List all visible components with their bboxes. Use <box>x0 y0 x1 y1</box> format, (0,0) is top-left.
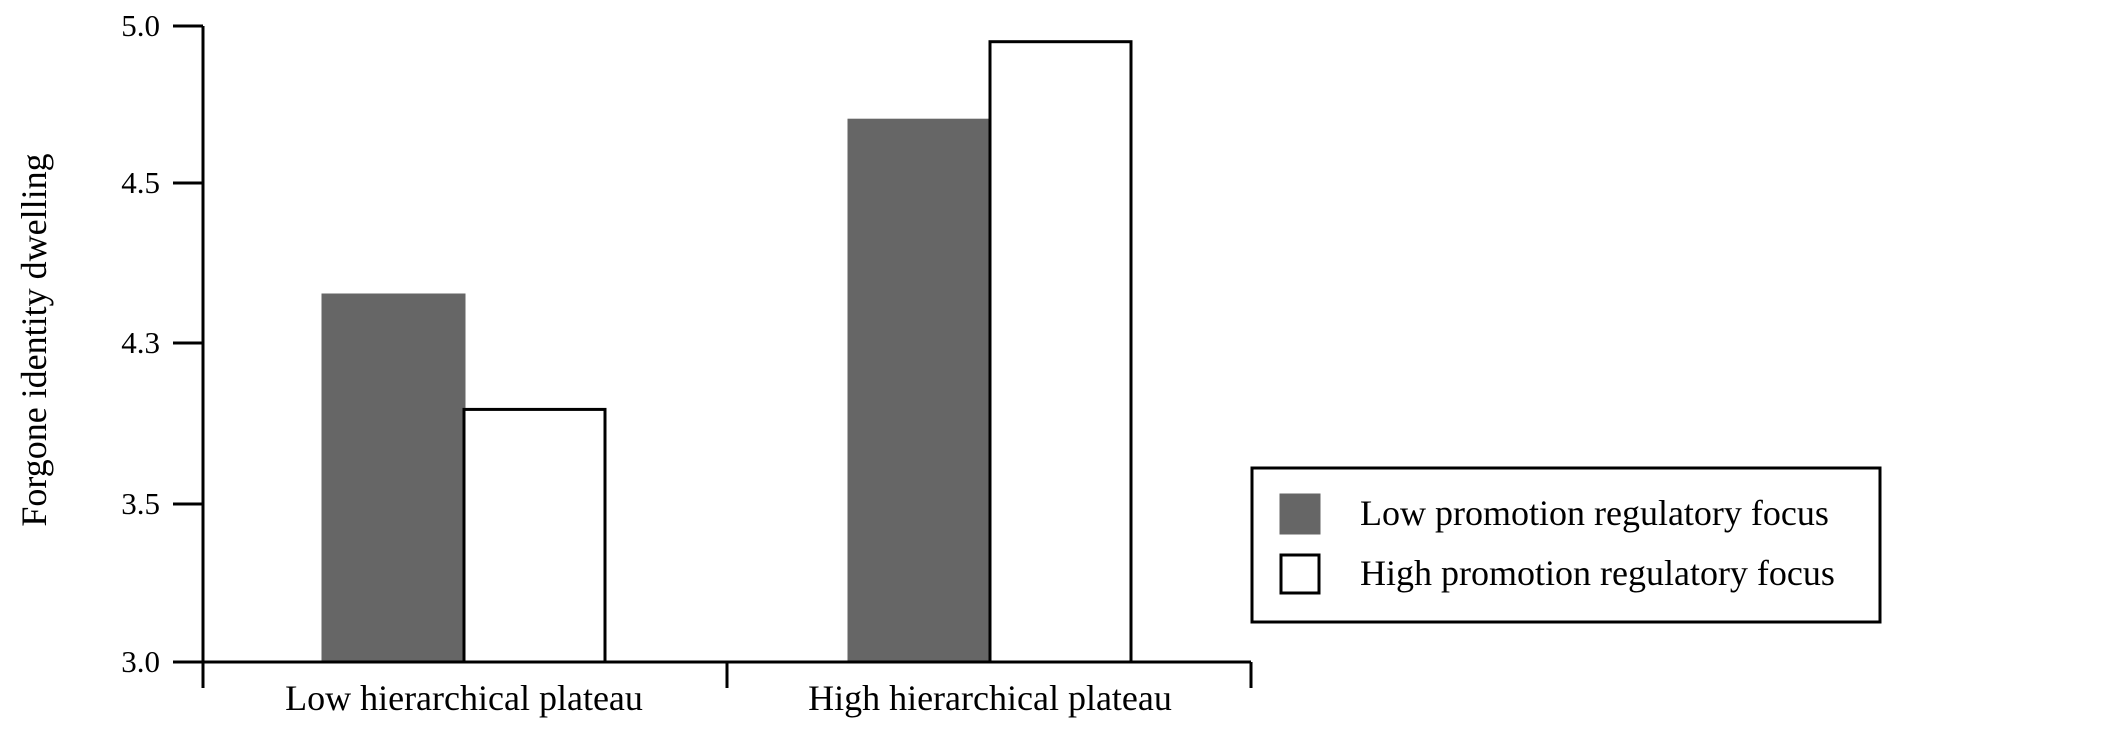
x-axis: Low hierarchical plateau High hierarchica… <box>201 660 1253 718</box>
y-tick-label: 4.3 <box>121 325 160 360</box>
legend-swatch <box>1279 493 1321 535</box>
x-category-label: Low hierarchical plateau <box>285 678 643 718</box>
x-category-label: High hierarchical plateau <box>808 678 1172 718</box>
y-tick-label: 5.0 <box>121 8 160 43</box>
y-tick-label: 3.5 <box>121 486 160 521</box>
y-axis-title: Forgone identity dwelling <box>14 153 54 526</box>
y-axis: 3.0 3.5 4.3 4.5 5.0 <box>121 8 205 680</box>
bars <box>321 40 1133 664</box>
y-axis-title-group: Forgone identity dwelling <box>14 153 54 526</box>
legend-swatch <box>1279 553 1321 595</box>
legend-box <box>1250 466 1882 624</box>
bar-low-promotion <box>321 293 466 664</box>
bar-low-promotion <box>847 118 992 664</box>
y-tick-label: 4.5 <box>121 165 160 200</box>
bar-high-promotion <box>988 40 1133 664</box>
y-tick-label: 3.0 <box>121 644 160 679</box>
legend-label: Low promotion regulatory focus <box>1360 493 1829 533</box>
legend-label: High promotion regulatory focus <box>1360 553 1835 593</box>
bar-high-promotion <box>462 407 607 664</box>
legend: Low promotion regulatory focus High promo… <box>1250 466 1882 624</box>
